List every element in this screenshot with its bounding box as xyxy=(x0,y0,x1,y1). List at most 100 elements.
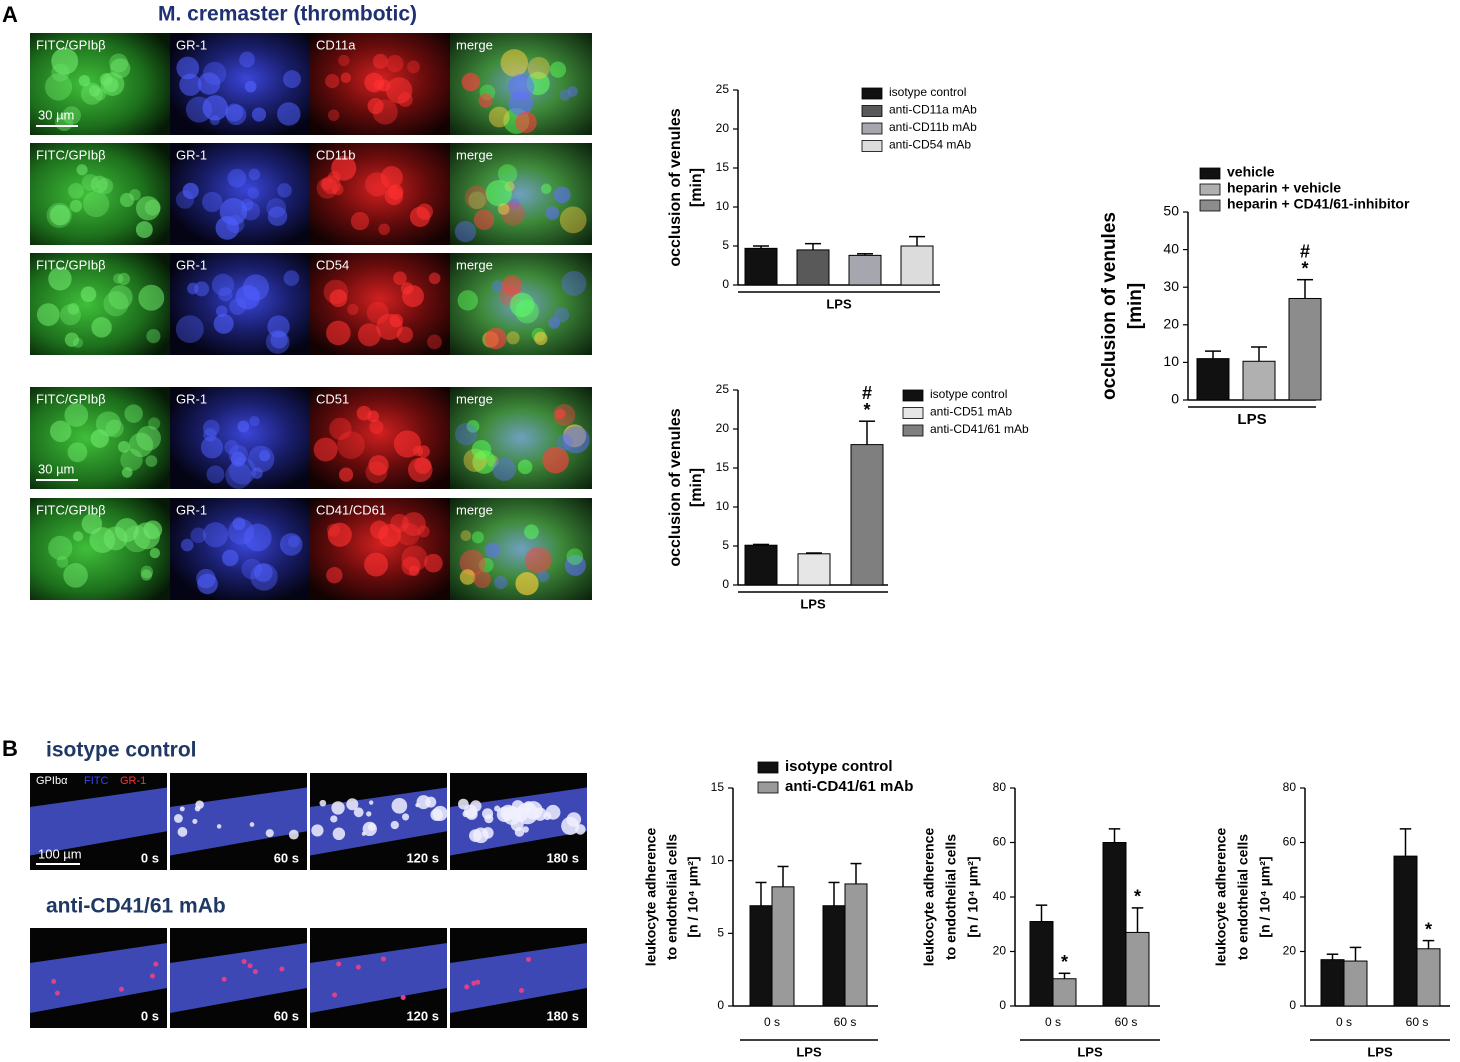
cell-blob xyxy=(478,557,494,573)
legend-swatch xyxy=(861,122,883,135)
time-label: 180 s xyxy=(546,1008,579,1023)
cell-blob xyxy=(385,77,413,104)
cell-blob xyxy=(103,291,129,317)
cell-blob xyxy=(508,73,535,100)
y-axis-label: leukocyte adherence xyxy=(643,828,659,967)
cell-blob xyxy=(120,448,143,472)
y-tick-label: 15 xyxy=(716,460,730,474)
cell-blob xyxy=(82,190,110,218)
y-tick-label: 60 xyxy=(1283,835,1297,849)
platelet xyxy=(332,827,346,841)
channel-label: GR-1 xyxy=(176,257,207,272)
cell-blob xyxy=(100,72,125,96)
cell-blob xyxy=(393,430,422,458)
cell-blob xyxy=(372,53,388,69)
cell-blob xyxy=(80,82,104,105)
y-tick-label: 15 xyxy=(716,160,730,174)
cell-blob xyxy=(133,522,161,550)
x-axis-label: LPS xyxy=(826,296,852,311)
platelet xyxy=(473,827,489,844)
cell-blob xyxy=(369,419,384,434)
y-tick-label: 40 xyxy=(1283,889,1297,903)
y-tick-label: 40 xyxy=(993,889,1007,903)
cell-blob xyxy=(90,429,109,448)
x-axis-label: LPS xyxy=(796,1044,822,1059)
cell-blob xyxy=(187,282,199,295)
y-tick-label: 25 xyxy=(716,382,730,396)
bar xyxy=(1416,948,1441,1007)
cell-blob xyxy=(548,317,561,329)
cell-blob xyxy=(427,334,442,350)
y-tick-label: 10 xyxy=(711,853,725,867)
cell-blob xyxy=(283,70,301,89)
cell-blob xyxy=(144,199,161,216)
cell-blob xyxy=(200,436,224,459)
time-label: 120 s xyxy=(406,850,439,865)
platelet xyxy=(173,814,183,823)
cell-blob xyxy=(337,431,365,460)
channel-label: GR-1 xyxy=(176,502,207,517)
cell-blob xyxy=(515,111,537,134)
cell-blob xyxy=(370,520,389,539)
bar xyxy=(1343,960,1368,1007)
cell-blob xyxy=(242,274,270,301)
legend-swatch xyxy=(902,407,924,419)
bar xyxy=(1242,360,1276,401)
cell-blob xyxy=(202,191,223,213)
cell-blob xyxy=(542,446,569,474)
x-axis-label: LPS xyxy=(800,596,826,611)
time-label: 0 s xyxy=(141,850,159,865)
channel-label: merge xyxy=(456,147,493,162)
channel-label: GR-1 xyxy=(176,391,207,406)
cell-blob xyxy=(138,284,165,311)
cell-blob xyxy=(228,444,249,465)
y-axis-label: to endothelial cells xyxy=(1235,834,1251,960)
bar xyxy=(822,905,846,1007)
platelet xyxy=(425,796,437,808)
cell-blob xyxy=(556,433,573,451)
y-axis-label: leukocyte adherence xyxy=(1213,828,1229,967)
cell-blob xyxy=(407,457,433,483)
cell-blob xyxy=(277,183,292,198)
cell-blob xyxy=(524,546,552,574)
y-tick-label: 0 xyxy=(1171,391,1179,407)
y-axis-label: [n / 10⁴ µm²] xyxy=(965,856,981,937)
row-title: isotype control xyxy=(46,739,197,762)
cell-blob xyxy=(114,518,139,543)
cell-blob xyxy=(209,115,220,126)
platelet xyxy=(192,818,198,824)
channel-label: GR-1 xyxy=(176,37,207,52)
cell-blob xyxy=(497,164,518,184)
y-axis-label: [min] xyxy=(688,468,705,507)
cell-blob xyxy=(228,457,257,485)
cell-blob xyxy=(67,442,88,463)
cell-blob xyxy=(202,522,229,548)
cell-blob xyxy=(416,203,433,220)
y-axis-label: occlusion of venules xyxy=(1099,212,1120,400)
cell-blob xyxy=(175,190,195,209)
legend-label: anti-CD54 mAb xyxy=(889,138,971,152)
legend-swatch xyxy=(902,389,924,402)
cell-blob xyxy=(239,51,256,68)
significance-mark: # xyxy=(862,383,872,403)
legend-label: anti-CD41/61 mAb xyxy=(930,422,1029,436)
bar xyxy=(797,553,831,586)
time-label: 180 s xyxy=(546,850,579,865)
leukocyte xyxy=(153,961,159,967)
cell-blob xyxy=(365,172,390,197)
cell-blob xyxy=(367,97,384,115)
x-axis-label: LPS xyxy=(1077,1044,1103,1059)
y-axis-label: to endothelial cells xyxy=(664,834,680,960)
cell-blob xyxy=(327,522,352,547)
y-tick-label: 15 xyxy=(711,780,725,794)
y-tick-label: 10 xyxy=(716,199,730,213)
y-tick-label: 20 xyxy=(716,421,730,435)
significance-mark: # xyxy=(1300,241,1310,261)
leukocyte xyxy=(475,979,481,985)
legend-label: heparin + vehicle xyxy=(1227,180,1341,196)
vessel xyxy=(310,787,447,856)
cell-blob xyxy=(380,166,403,189)
cell-blob xyxy=(321,175,341,195)
legend-swatch xyxy=(1199,167,1221,180)
